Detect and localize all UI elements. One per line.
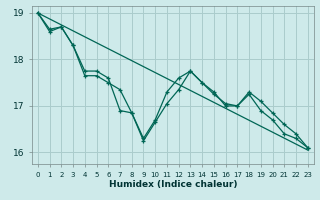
X-axis label: Humidex (Indice chaleur): Humidex (Indice chaleur): [108, 180, 237, 189]
